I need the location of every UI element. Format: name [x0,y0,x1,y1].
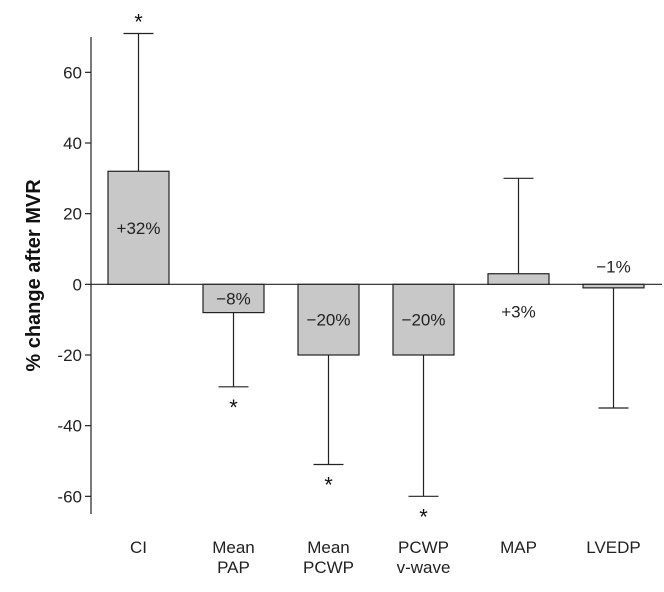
y-tick-label: 60 [63,63,82,82]
x-category-label: PCWP [398,538,449,557]
bar-lvedp [582,283,645,289]
x-category-label: Mean [307,538,350,557]
bar-pcwp-v-wave [392,283,455,356]
x-category-label: v-wave [397,558,451,577]
significance-marker: * [229,395,238,420]
x-category-label: PAP [217,558,250,577]
y-tick-label: -40 [57,417,82,436]
data-label: −20% [402,311,446,330]
y-axis-title: % change after MVR [23,179,45,372]
bar-map [487,273,550,285]
x-category-label: PCWP [303,558,354,577]
y-tick-label: 40 [63,134,82,153]
x-category-label: LVEDP [586,538,641,557]
y-tick-label: 20 [63,205,82,224]
bar-ci [107,170,170,285]
data-label: +32% [117,219,161,238]
data-label: +3% [501,302,536,321]
y-tick-label: -60 [57,487,82,506]
data-label: −1% [596,257,631,276]
x-category-label: MAP [500,538,537,557]
y-tick-label: -20 [57,346,82,365]
bar-mean-pap [202,283,265,314]
bar-mean-pcwp [297,283,360,356]
data-label: −20% [307,311,351,330]
significance-marker: * [324,473,333,498]
significance-marker: * [419,504,428,529]
x-category-label: Mean [212,538,255,557]
x-category-label: CI [130,538,147,557]
y-tick-label: 0 [73,275,82,294]
data-label: −8% [216,289,251,308]
significance-marker: * [134,9,143,34]
